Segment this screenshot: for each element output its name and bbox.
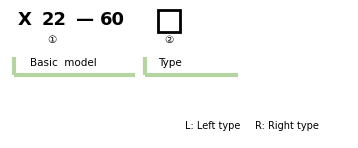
Text: ①: ① — [47, 35, 57, 45]
Text: Basic  model: Basic model — [30, 58, 97, 68]
Text: ②: ② — [164, 35, 174, 45]
Text: 60: 60 — [100, 11, 125, 29]
Text: Type: Type — [158, 58, 182, 68]
Text: R: Right type: R: Right type — [255, 121, 319, 131]
Text: 22: 22 — [42, 11, 67, 29]
Text: —: — — [76, 11, 94, 29]
Bar — [158, 10, 180, 32]
Text: X: X — [18, 11, 32, 29]
Text: L: Left type: L: Left type — [185, 121, 240, 131]
